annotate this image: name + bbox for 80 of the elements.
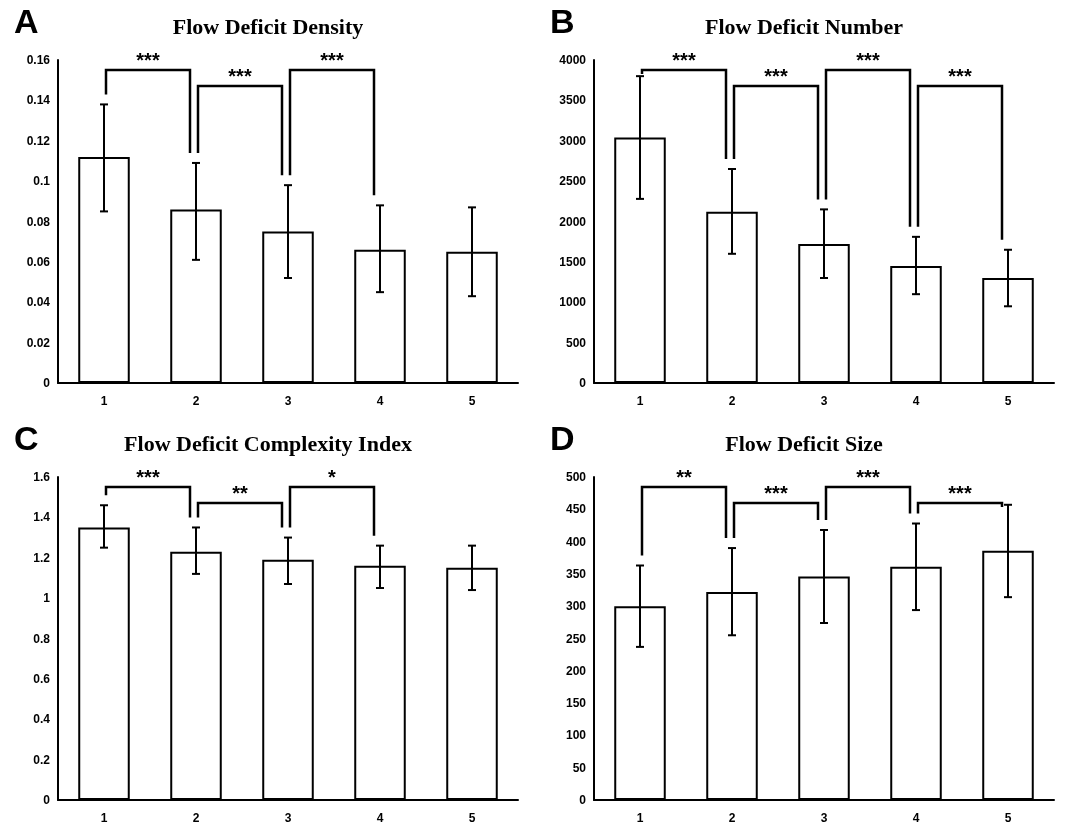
chart-title: Flow Deficit Density (172, 13, 364, 39)
x-tick-label: 5 (468, 811, 476, 825)
annotation: *** (228, 65, 252, 87)
y-tick-label: 0.08 (26, 214, 51, 229)
y-tick-label: 1 (43, 591, 51, 606)
y-tick-label: 2500 (559, 174, 587, 189)
y-tick-label: 0.6 (33, 671, 51, 686)
annotation: *** (948, 482, 972, 504)
x-tick-label: 2 (192, 394, 200, 408)
y-tick-label: 200 (565, 663, 587, 678)
y-tick-label: 0 (43, 376, 51, 390)
x-tick-label: 2 (192, 811, 200, 825)
y-tick-label: 0 (579, 376, 587, 390)
y-tick-label: 0.2 (33, 752, 51, 767)
annotation: *** (136, 466, 160, 488)
y-tick-label: 2000 (559, 214, 587, 229)
y-tick-label: 0.16 (26, 53, 51, 67)
x-tick-label: 4 (912, 394, 920, 408)
y-tick-label: 1.6 (33, 470, 51, 484)
y-tick-label: 100 (565, 728, 587, 743)
y-tick-label: 0.02 (26, 335, 51, 350)
y-tick-label: 450 (565, 502, 587, 517)
chart-title: Flow Deficit Size (725, 430, 884, 456)
annotation: *** (320, 49, 344, 71)
y-tick-label: 400 (565, 534, 587, 549)
y-tick-label: 500 (565, 335, 587, 350)
x-tick-label: 3 (284, 811, 292, 825)
text: A (14, 2, 39, 40)
x-tick-label: 1 (636, 811, 644, 825)
text: C (14, 419, 39, 457)
y-tick-label: 500 (565, 470, 587, 484)
x-tick-label: 4 (376, 394, 384, 408)
x-tick-label: 5 (1004, 811, 1012, 825)
text: D (550, 419, 575, 457)
y-tick-label: 300 (565, 599, 587, 614)
chart-title: Flow Deficit Complexity Index (124, 430, 412, 456)
x-tick-label: 3 (820, 811, 828, 825)
y-tick-label: 0.04 (26, 295, 51, 310)
x-tick-label: 2 (728, 394, 736, 408)
y-tick-label: 0.14 (26, 93, 51, 108)
y-tick-label: 0.8 (33, 631, 51, 646)
annotation: *** (856, 49, 880, 71)
x-tick-label: 5 (468, 394, 476, 408)
x-tick-label: 4 (376, 811, 384, 825)
annotation: *** (136, 49, 160, 71)
y-tick-label: 250 (565, 631, 587, 646)
y-tick-label: 0.06 (26, 254, 51, 269)
annotation: *** (764, 65, 788, 87)
y-tick-label: 3000 (559, 133, 587, 148)
annotation: *** (764, 482, 788, 504)
y-tick-label: 0 (579, 793, 587, 807)
x-tick-label: 1 (100, 394, 108, 408)
y-tick-label: 0 (43, 793, 51, 807)
annotation: ** (676, 466, 692, 488)
y-tick-label: 350 (565, 566, 587, 581)
annotation: *** (672, 49, 696, 71)
x-tick-label: 3 (820, 394, 828, 408)
y-tick-label: 1000 (559, 295, 587, 310)
chart-title: Flow Deficit Number (705, 13, 904, 39)
x-tick-label: 4 (912, 811, 920, 825)
annotation: *** (948, 65, 972, 87)
y-tick-label: 4000 (559, 53, 587, 67)
annotation: ** (232, 482, 248, 504)
annotation: *** (856, 466, 880, 488)
annotation: * (328, 466, 337, 488)
x-tick-label: 2 (728, 811, 736, 825)
y-tick-label: 1.2 (33, 550, 51, 565)
text: B (550, 2, 575, 40)
y-tick-label: 3500 (559, 93, 587, 108)
y-tick-label: 150 (565, 696, 587, 711)
y-tick-label: 1500 (559, 254, 587, 269)
y-tick-label: 50 (572, 760, 587, 775)
y-tick-label: 0.12 (26, 133, 51, 148)
x-tick-label: 3 (284, 394, 292, 408)
y-tick-label: 0.4 (33, 712, 51, 727)
y-tick-label: 1.4 (33, 510, 51, 525)
x-tick-label: 5 (1004, 394, 1012, 408)
x-tick-label: 1 (100, 811, 108, 825)
x-tick-label: 1 (636, 394, 644, 408)
y-tick-label: 0.1 (33, 174, 51, 189)
